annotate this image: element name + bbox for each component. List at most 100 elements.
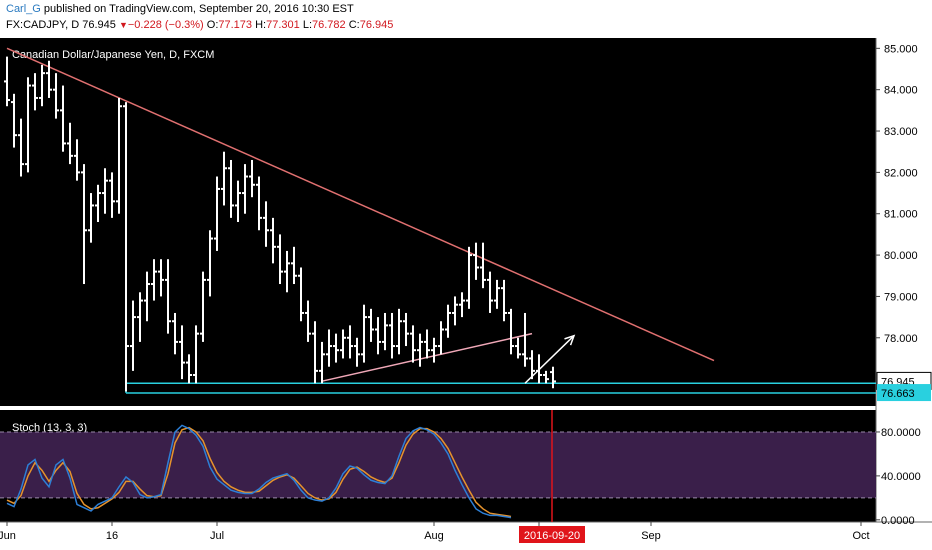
ohlc-bar[interactable]	[326, 329, 332, 367]
ohlc-bar[interactable]	[340, 329, 346, 359]
ohlc-bar[interactable]	[277, 234, 283, 285]
price-tick-label: 83.000	[884, 126, 918, 138]
last-price: 76.945	[82, 19, 116, 31]
ohlc-bar[interactable]	[200, 271, 206, 342]
ohlc-bar[interactable]	[361, 304, 367, 363]
ohlc-bar[interactable]	[515, 337, 521, 359]
ohlc-bar[interactable]	[452, 296, 458, 326]
ohlc-bar[interactable]	[4, 56, 10, 107]
ohlc-bar[interactable]	[375, 317, 381, 355]
current-date-label: 2016-09-20	[519, 526, 585, 543]
ohlc-bar[interactable]	[179, 325, 185, 380]
ohlc-bar[interactable]	[74, 139, 80, 181]
ohlc-bar[interactable]	[186, 354, 192, 384]
price-chart-title: Canadian Dollar/Japanese Yen, D, FXCM	[12, 49, 214, 61]
ohlc-bar[interactable]	[487, 271, 493, 313]
author-link[interactable]: Carl_G	[6, 3, 41, 15]
ohlc-bar[interactable]	[382, 312, 388, 351]
ohlc-bar[interactable]	[11, 93, 17, 148]
ohlc-bar[interactable]	[445, 304, 451, 338]
chart-header: Carl_G published on TradingView.com, Sep…	[0, 0, 932, 38]
ohlc-bar[interactable]	[123, 102, 129, 392]
ohlc-bar[interactable]	[508, 308, 514, 355]
ohlc-bar[interactable]	[417, 333, 423, 367]
ohlc-bar[interactable]	[172, 312, 178, 355]
ohlc-bar[interactable]	[235, 180, 241, 222]
ohlc-bar[interactable]	[18, 118, 24, 177]
ohlc-bar[interactable]	[144, 271, 150, 322]
ohlc-bar[interactable]	[305, 300, 311, 342]
ohlc-bar[interactable]	[25, 77, 31, 173]
ohlc-bar[interactable]	[501, 279, 507, 322]
resistance-trendline[interactable]	[6, 47, 715, 362]
ohlc-bar[interactable]	[319, 341, 325, 384]
price-tick-label: 80.000	[884, 250, 918, 262]
ohlc-bar[interactable]	[137, 292, 143, 342]
ohlc-bar[interactable]	[151, 259, 157, 301]
ohlc-bar[interactable]	[221, 151, 227, 206]
ohlc-bar[interactable]	[403, 312, 409, 347]
ohlc-bar[interactable]	[67, 122, 73, 165]
ohlc-bar[interactable]	[494, 279, 500, 309]
ohlc-bar[interactable]	[347, 325, 353, 359]
symbol-label: FX:CADJPY, D	[6, 19, 80, 31]
ohlc-bar[interactable]	[431, 337, 437, 363]
ohlc-bar[interactable]	[263, 201, 269, 247]
ohlc-bar[interactable]	[459, 292, 465, 318]
ohlc-bar[interactable]	[53, 73, 59, 119]
price-tick-label: 82.000	[884, 167, 918, 179]
ohlc-bar[interactable]	[466, 246, 472, 309]
ohlc-bar[interactable]	[109, 172, 115, 218]
ohlc-bar[interactable]	[424, 329, 430, 359]
ohlc-bar[interactable]	[207, 230, 213, 297]
ohlc-bar[interactable]	[81, 164, 87, 285]
ohlc-bar[interactable]	[410, 325, 416, 363]
price-tick-label: 84.000	[884, 85, 918, 97]
ohlc-bar[interactable]	[480, 242, 486, 289]
projection-arrow-line[interactable]	[524, 335, 575, 384]
ohlc-bar[interactable]	[473, 242, 479, 280]
price-pane[interactable]	[0, 38, 876, 406]
price-axis[interactable]	[876, 38, 932, 522]
ohlc-bar[interactable]	[529, 350, 535, 380]
ohlc-bar[interactable]	[368, 308, 374, 342]
ohlc-bar[interactable]	[193, 325, 199, 384]
ohlc-bar[interactable]	[242, 164, 248, 214]
ohlc-bar[interactable]	[522, 312, 528, 367]
ohlc-bar[interactable]	[228, 159, 234, 218]
ohlc-bar[interactable]	[116, 97, 122, 214]
ohlc-bar[interactable]	[256, 176, 262, 231]
ohlc-bar[interactable]	[291, 246, 297, 285]
ohlc-bar[interactable]	[158, 259, 164, 297]
stoch-k-line[interactable]	[6, 424, 512, 519]
time-axis[interactable]	[0, 522, 932, 550]
ohlc-bar[interactable]	[214, 176, 220, 251]
ohlc-bar[interactable]	[270, 217, 276, 264]
ohlc-bar[interactable]	[298, 267, 304, 322]
ohlc-bar[interactable]	[60, 85, 66, 152]
ohlc-bar[interactable]	[39, 64, 45, 107]
open-value: 77.173	[218, 19, 253, 31]
ohlc-bar[interactable]	[88, 193, 94, 243]
ohlc-bar[interactable]	[333, 333, 339, 363]
stoch-tick-label: 0.0000	[881, 515, 915, 527]
ohlc-bar[interactable]	[284, 250, 290, 293]
time-tick-label: Jun	[0, 530, 16, 542]
ohlc-bar[interactable]	[543, 370, 549, 384]
ohlc-bar[interactable]	[354, 337, 360, 367]
ohlc-bar[interactable]	[438, 321, 444, 355]
stoch-d-line[interactable]	[6, 426, 512, 518]
ohlc-bar[interactable]	[165, 259, 171, 334]
ohlc-bar[interactable]	[32, 73, 38, 111]
ohlc-bar[interactable]	[130, 300, 136, 371]
ohlc-bar[interactable]	[46, 60, 52, 98]
ohlc-bar[interactable]	[389, 312, 395, 359]
ohlc-bar[interactable]	[550, 366, 556, 389]
ohlc-bar[interactable]	[536, 354, 542, 384]
ohlc-bar[interactable]	[102, 168, 108, 214]
ohlc-bar[interactable]	[249, 159, 255, 198]
ohlc-bar[interactable]	[312, 321, 318, 384]
ohlc-bar[interactable]	[95, 184, 101, 222]
ohlc-bar[interactable]	[396, 308, 402, 355]
